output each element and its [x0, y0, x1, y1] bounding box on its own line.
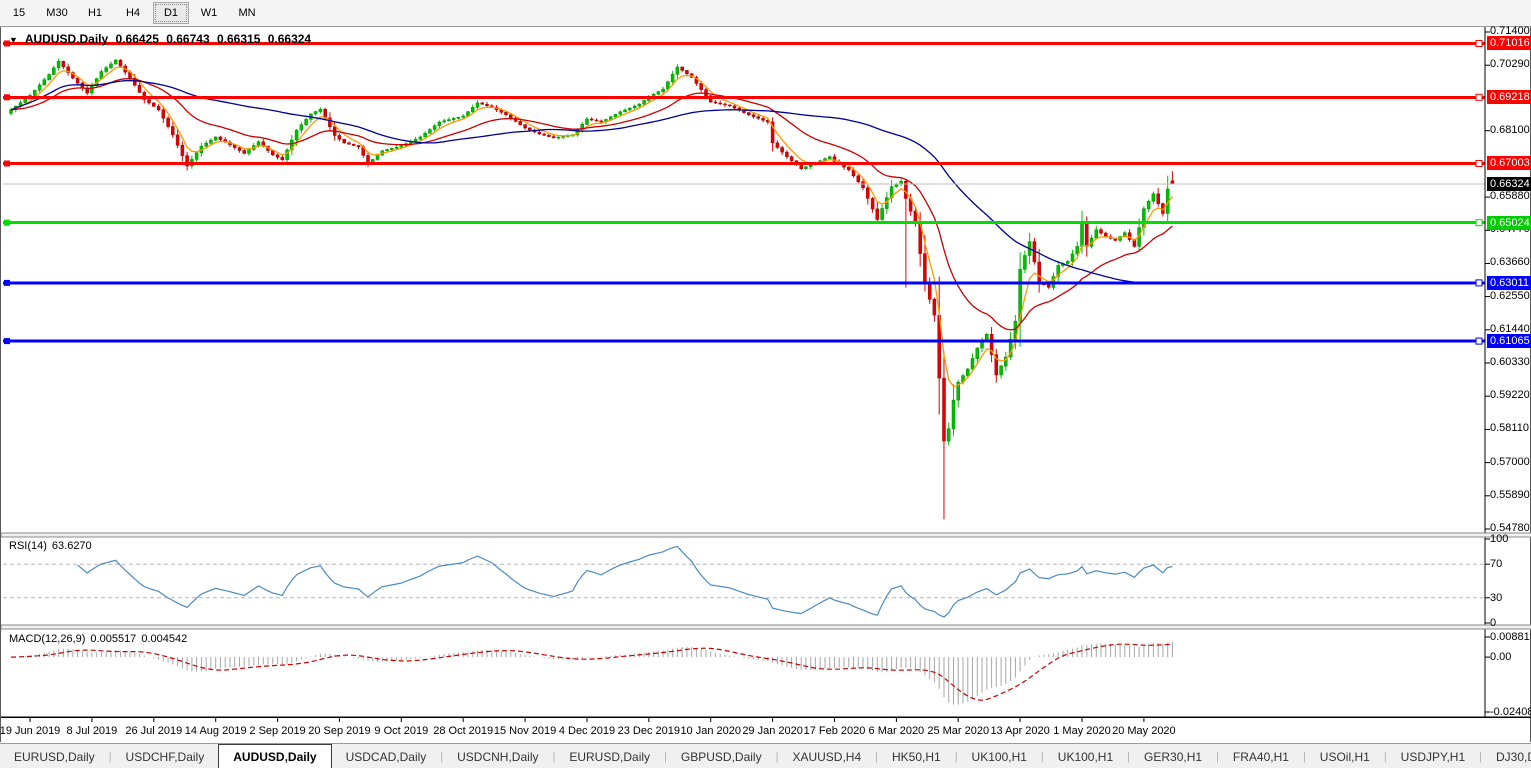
ohlc-low: 0.66315: [216, 32, 261, 46]
tab-separator: |: [875, 750, 878, 763]
price-chart-plot[interactable]: [3, 40, 1485, 520]
macd-main-value: 0.005517: [90, 633, 137, 645]
macd-indicator-label: MACD(12,26,9) 0.005517 0.004542: [9, 633, 192, 645]
tab-separator: |: [1216, 750, 1219, 763]
chart-tab-UK100-H1[interactable]: UK100,H1: [971, 749, 1027, 764]
hline-right-handle: [1475, 337, 1483, 345]
chart-tab-FRA40-H1[interactable]: FRA40,H1: [1232, 749, 1289, 764]
ma-slow-line: [10, 79, 1173, 285]
tab-separator: |: [664, 750, 667, 763]
chart-tab-USDCAD-Daily[interactable]: USDCAD,Daily: [345, 749, 427, 764]
timeframe-button-W1[interactable]: W1: [200, 7, 218, 19]
chart-tab-AUDUSD-Daily[interactable]: AUDUSD,Daily: [218, 743, 332, 768]
macd-name: MACD(12,26,9): [9, 633, 86, 645]
timeframe-button-H4[interactable]: H4: [125, 7, 141, 19]
timeframe-toolbar: 15 M30 H1 H4 D1 W1 MN: [0, 0, 1531, 27]
ma-fast-line: [10, 66, 1173, 388]
hline-0.65024[interactable]: [3, 219, 1485, 227]
rsi-plot[interactable]: [3, 545, 1485, 618]
hline-right-handle: [1475, 219, 1483, 227]
chart-title: ▼ AUDUSD,Daily 0.66425 0.66743 0.66315 0…: [9, 32, 315, 46]
hline-right-handle: [1475, 40, 1483, 47]
symbol-dropdown-icon[interactable]: ▼: [9, 35, 18, 45]
chart-tab-HK50-H1[interactable]: HK50,H1: [891, 749, 941, 764]
chart-tab-USDJPY-H1[interactable]: USDJPY,H1: [1400, 749, 1466, 764]
hline-left-handle: [4, 94, 10, 101]
chart-tab-USDCNH-Daily[interactable]: USDCNH,Daily: [457, 749, 539, 764]
hline-left-handle: [4, 338, 10, 345]
macd-signal-line: [10, 643, 1173, 701]
hline-left-handle: [4, 279, 10, 286]
tab-separator: |: [775, 750, 779, 763]
hline-0.63011[interactable]: [3, 279, 1485, 287]
hline-right-handle: [1475, 279, 1483, 287]
ohlc-open: 0.66425: [115, 32, 159, 46]
ohlc-high: 0.66743: [166, 32, 210, 46]
hline-0.67003[interactable]: [3, 160, 1485, 167]
tab-separator: |: [1302, 750, 1306, 763]
chart-tab-GBPUSD-Daily[interactable]: GBPUSD,Daily: [680, 749, 762, 764]
chart-tab-EURUSD-Daily[interactable]: EURUSD,Daily: [14, 749, 95, 764]
ohlc-close: 0.66324: [267, 32, 312, 46]
chart-tab-bar: EURUSD,Daily | USDCHF,Daily AUDUSD,Daily USD…: [0, 743, 1531, 768]
chart-frame: [1, 27, 1531, 722]
chart-tab-UK100-H1[interactable]: UK100,H1: [1057, 749, 1114, 764]
tab-separator: |: [1383, 750, 1387, 763]
hline-right-handle: [1475, 93, 1483, 101]
rsi-line: [77, 545, 1173, 618]
hline-0.61065[interactable]: [3, 337, 1485, 345]
tab-separator: |: [954, 750, 958, 763]
tab-separator: |: [440, 750, 444, 763]
tab-separator: |: [108, 750, 112, 763]
ma-medium-line: [10, 78, 1173, 331]
rsi-value: 63.6270: [51, 540, 92, 552]
chart-tab-USDCHF-Daily[interactable]: USDCHF,Daily: [125, 749, 205, 764]
hline-left-handle: [4, 219, 10, 226]
rsi-indicator-label: RSI(14) 63.6270: [9, 540, 97, 552]
hline-right-handle: [1475, 160, 1483, 167]
chart-tab-EURUSD-Daily[interactable]: EURUSD,Daily: [569, 749, 651, 764]
tab-separator: |: [1040, 750, 1044, 763]
chart-tab-USOil-H1[interactable]: USOil,H1: [1319, 749, 1370, 764]
timeframe-button-D1[interactable]: D1: [153, 2, 189, 24]
macd-signal-value: 0.004542: [141, 633, 188, 645]
hline-left-handle: [4, 40, 10, 47]
chart-tab-GER30-H1[interactable]: GER30,H1: [1144, 749, 1203, 764]
hline-left-handle: [4, 160, 10, 167]
macd-plot[interactable]: [10, 641, 1173, 705]
timeframe-button-M30[interactable]: M30: [46, 7, 68, 19]
chart-symbol-label: AUDUSD,Daily: [24, 32, 109, 46]
tab-separator: |: [1127, 750, 1131, 763]
hline-0.69218[interactable]: [3, 93, 1485, 101]
chart-tab-XAUUSD-H4[interactable]: XAUUSD,H4: [792, 749, 862, 764]
timeframe-button-15[interactable]: 15: [12, 7, 26, 19]
chart-tab-DJ30-Daily[interactable]: DJ30,Daily: [1496, 749, 1531, 764]
chart-window: ▼ AUDUSD,Daily 0.66425 0.66743 0.66315 0…: [0, 25, 1531, 742]
tab-separator: |: [552, 750, 556, 763]
hline-0.71016[interactable]: [3, 40, 1485, 47]
chart-graphics: [1, 27, 1531, 722]
tab-separator: |: [1479, 750, 1483, 763]
rsi-name: RSI(14): [9, 540, 47, 552]
timeframe-button-H1[interactable]: H1: [87, 7, 103, 19]
timeframe-button-MN[interactable]: MN: [238, 7, 256, 19]
